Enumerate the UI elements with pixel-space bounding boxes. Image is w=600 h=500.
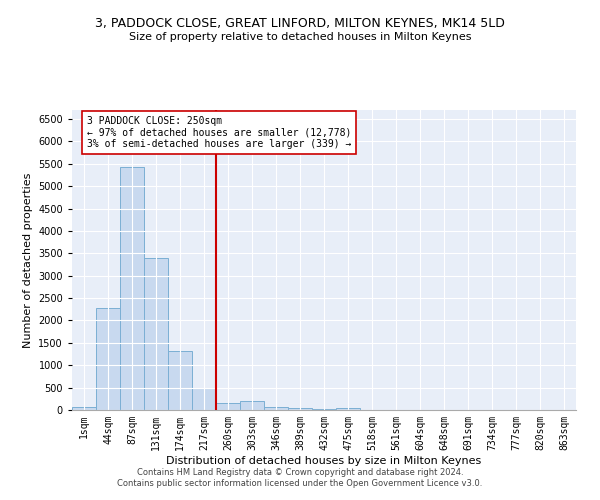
Bar [192, 388, 216, 410]
Bar [312, 409, 336, 410]
Bar [336, 408, 360, 410]
Text: Size of property relative to detached houses in Milton Keynes: Size of property relative to detached ho… [129, 32, 471, 42]
Bar [120, 168, 144, 410]
Bar [240, 402, 264, 410]
Text: 3, PADDOCK CLOSE, GREAT LINFORD, MILTON KEYNES, MK14 5LD: 3, PADDOCK CLOSE, GREAT LINFORD, MILTON … [95, 18, 505, 30]
Bar [72, 407, 96, 410]
Bar [168, 352, 192, 410]
Bar [216, 402, 240, 410]
X-axis label: Distribution of detached houses by size in Milton Keynes: Distribution of detached houses by size … [166, 456, 482, 466]
Bar [288, 408, 312, 410]
Bar [144, 258, 168, 410]
Bar [96, 308, 120, 410]
Y-axis label: Number of detached properties: Number of detached properties [23, 172, 32, 348]
Text: Contains HM Land Registry data © Crown copyright and database right 2024.
Contai: Contains HM Land Registry data © Crown c… [118, 468, 482, 487]
Text: 3 PADDOCK CLOSE: 250sqm
← 97% of detached houses are smaller (12,778)
3% of semi: 3 PADDOCK CLOSE: 250sqm ← 97% of detache… [87, 116, 352, 149]
Bar [264, 406, 288, 410]
